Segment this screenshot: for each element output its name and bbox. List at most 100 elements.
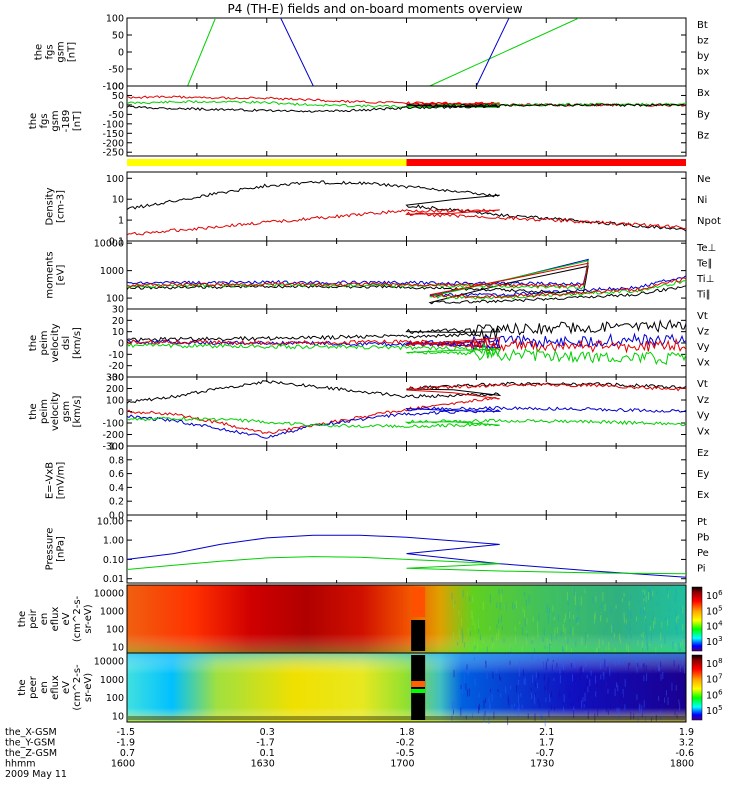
y-axis-label-line: sr-eV) (83, 673, 94, 702)
noise-mark (642, 592, 644, 601)
noise-mark (648, 592, 650, 600)
y-tick-label: 1.00 (103, 536, 124, 547)
series-line-Te∥ (127, 265, 686, 305)
noise-mark (492, 671, 494, 679)
noise-mark (628, 607, 630, 612)
noise-mark (565, 636, 567, 640)
y-axis-label: Pressure[nPa] (45, 528, 67, 571)
noise-mark (451, 701, 453, 709)
ephemeris-label: hhmm (5, 759, 36, 770)
noise-mark (485, 660, 487, 668)
noise-mark (629, 677, 631, 685)
noise-mark (557, 626, 559, 634)
ephemeris-value: 1730 (530, 759, 554, 770)
noise-mark (606, 661, 608, 667)
panel-mode_bar (127, 159, 686, 166)
noise-mark (479, 634, 481, 641)
legend-Te⊥: Te⊥ (696, 243, 716, 254)
noise-mark (597, 707, 599, 717)
noise-mark (534, 693, 536, 703)
panel-fgs_gse: 100500-50-100-150-200-250thefgsgsm-189[n… (28, 82, 710, 159)
noise-mark (472, 595, 474, 603)
noise-mark (674, 596, 676, 602)
noise-mark (534, 696, 536, 705)
noise-mark (556, 662, 558, 668)
noise-mark (482, 602, 484, 610)
noise-mark (569, 611, 571, 620)
series-group (187, 18, 580, 86)
noise-mark (497, 631, 499, 641)
noise-mark (579, 667, 581, 674)
noise-mark (584, 588, 586, 594)
noise-mark (500, 677, 502, 681)
noise-mark (585, 710, 587, 715)
noise-mark (594, 611, 596, 620)
noise-mark (643, 601, 645, 606)
noise-mark (493, 666, 495, 674)
noise-mark (496, 624, 498, 629)
noise-mark (534, 694, 536, 703)
y-tick-label: -10 (108, 350, 124, 361)
noise-mark (478, 705, 480, 714)
noise-mark (573, 710, 575, 719)
noise-mark (478, 703, 480, 711)
noise-mark (643, 675, 645, 682)
noise-mark (537, 657, 539, 664)
y-axis-label-line: (cm^2-s- (72, 595, 83, 642)
noise-mark (518, 703, 520, 711)
noise-mark (471, 611, 473, 618)
y-tick-label: 0.10 (103, 555, 124, 566)
y-axis-label-line: fgs (39, 113, 50, 128)
ephemeris-value: 1630 (251, 759, 275, 770)
noise-mark (678, 664, 680, 670)
y-tick-label: 10 (112, 643, 124, 654)
noise-mark (571, 702, 573, 707)
low-energy-band (128, 716, 685, 720)
noise-mark (492, 643, 494, 648)
y-tick-label: 100 (106, 396, 124, 407)
y-tick-label: 0.2 (109, 497, 124, 508)
legend-Vz: Vz (697, 395, 709, 406)
panel-fgs: 100 50 0 -50 -100 thefgsgsm[nT] Bt bz by bx (34, 14, 710, 93)
series-line-Vz (127, 337, 686, 354)
noise-mark (650, 590, 652, 600)
noise-mark (585, 632, 587, 639)
noise-mark (514, 604, 516, 609)
noise-mark (657, 670, 659, 677)
noise-mark (658, 663, 660, 672)
noise-mark (488, 700, 490, 709)
noise-mark (579, 674, 581, 681)
noise-mark (526, 632, 528, 640)
noise-mark (660, 644, 662, 648)
y-tick-label: 200 (106, 384, 124, 395)
noise-mark (472, 616, 474, 626)
noise-mark (680, 641, 682, 648)
y-axis-label-line: fgs (45, 44, 56, 59)
panel-frame (126, 85, 687, 157)
panel-frame (126, 171, 687, 242)
noise-mark (492, 643, 494, 650)
noise-mark (517, 679, 519, 686)
noise-mark (637, 640, 639, 646)
y-axis-label-line: the (17, 679, 28, 695)
y-axis-label-line: en (39, 681, 50, 694)
noise-mark (619, 639, 621, 644)
noise-mark (506, 716, 508, 724)
noise-mark (641, 708, 643, 718)
noise-mark (608, 641, 610, 651)
noise-mark (489, 704, 491, 710)
panel-density: 100 10 1 0.1 Density[cm-3] Ne Ni Npot (45, 171, 721, 248)
y-axis-label-line: dsl (61, 336, 72, 350)
y-axis-label-line: eflux (50, 675, 61, 700)
noise-mark (590, 670, 592, 676)
noise-mark (652, 669, 654, 674)
noise-mark (477, 641, 479, 651)
noise-mark (514, 703, 516, 707)
noise-mark (584, 638, 586, 646)
noise-mark (678, 699, 680, 704)
y-tick-label: -100 (102, 119, 124, 130)
y-tick-label: 0 (118, 100, 124, 111)
data-gap-band (411, 587, 426, 617)
noise-mark (453, 600, 455, 609)
ephemeris-value: -1.7 (256, 738, 275, 749)
